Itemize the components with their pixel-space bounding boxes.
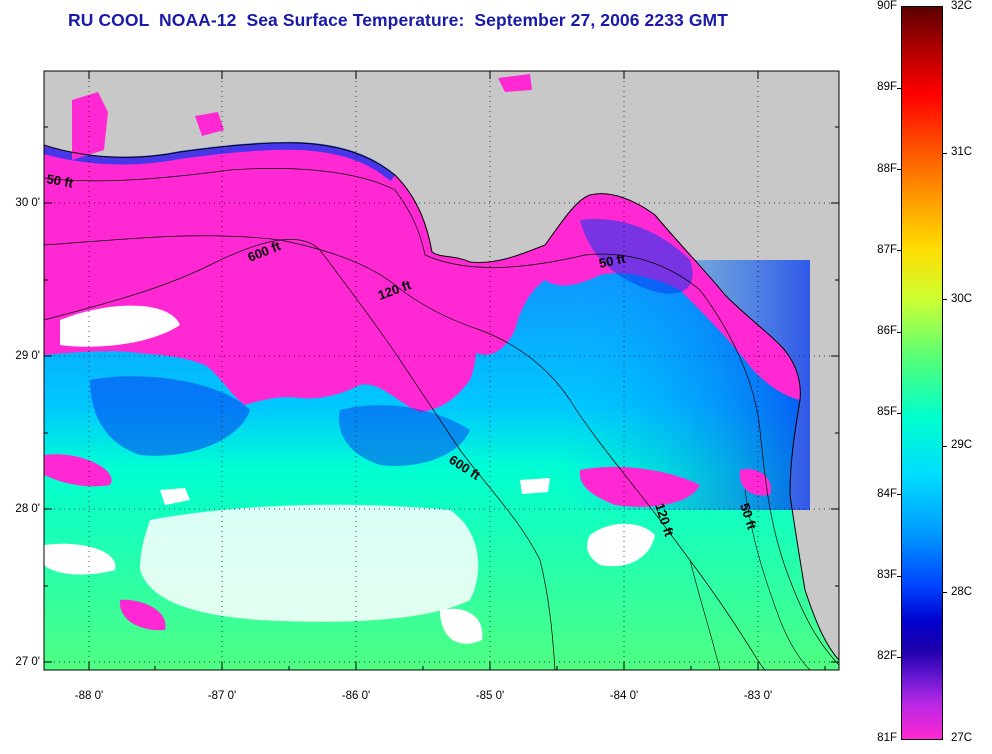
cool-band-northeast: [580, 219, 693, 294]
lon-label-83: -83 0': [743, 690, 773, 702]
colorbar-tick: [943, 592, 947, 593]
axis-ticks: [44, 71, 839, 670]
colorbar-tick: [943, 153, 947, 154]
c-label-29: 29C: [951, 439, 973, 451]
colorbar-tick: [897, 413, 901, 414]
f-label-82: 82F: [877, 650, 897, 662]
colorbar-tick: [897, 576, 901, 577]
contour-label-50ft-west: 50 ft: [45, 171, 75, 191]
cloud-patch-south: [140, 504, 479, 622]
f-label-90: 90F: [877, 0, 897, 12]
f-label-86: 86F: [877, 325, 897, 337]
colorbar-tick: [943, 446, 947, 447]
cloud-patch-east: [587, 523, 655, 567]
f-label-83: 83F: [877, 569, 897, 581]
colorbar-tick: [897, 657, 901, 658]
pink-bay-pensacola: [195, 112, 224, 136]
lat-label-27: 27 0': [15, 656, 40, 668]
warm-water-apalachee: [432, 245, 545, 355]
c-label-32: 32C: [951, 0, 973, 12]
contour-120ft: [44, 235, 766, 670]
cloud-speck-2: [520, 478, 550, 494]
contour-label-50ft-northeast: 50 ft: [598, 251, 628, 271]
cloud-patch-bottom: [440, 608, 483, 644]
pink-spot-north: [498, 74, 532, 92]
colorbar-tick: [897, 494, 901, 495]
pink-patch-southwest: [44, 454, 112, 487]
f-label-88: 88F: [877, 163, 897, 175]
lat-label-29: 29 0': [15, 350, 40, 362]
c-label-31: 31C: [951, 146, 973, 158]
cool-blob-center: [339, 405, 470, 466]
contour-600ft: [44, 239, 556, 670]
coastal-cool-strip: [44, 141, 396, 182]
warm-water-north: [44, 142, 477, 412]
sst-map: 50 ft 600 ft 120 ft 50 ft 600 ft 120 ft …: [43, 70, 840, 671]
f-label-87: 87F: [877, 244, 897, 256]
cloud-speck-1: [160, 488, 190, 505]
contour-50ft-east: [744, 489, 811, 670]
colorbar-tick: [897, 169, 901, 170]
colorbar-tick: [943, 299, 947, 300]
lat-label-30: 30 0': [15, 197, 40, 209]
lon-label-87: -87 0': [207, 690, 237, 702]
f-label-84: 84F: [877, 488, 897, 500]
lon-label-88: -88 0': [74, 690, 104, 702]
colorbar-tick: [897, 88, 901, 89]
pink-patch-south-1: [119, 599, 166, 631]
contour-50ft: [44, 168, 839, 666]
pink-patch-south-2: [579, 466, 700, 507]
contour-600ft-east: [689, 559, 721, 670]
c-label-27: 27C: [951, 732, 973, 744]
map-title: RU COOL NOAA-12 Sea Surface Temperature:…: [68, 10, 729, 30]
pink-patch-south-3: [739, 469, 771, 496]
c-label-28: 28C: [951, 586, 973, 598]
temperature-colorbar: [901, 6, 943, 740]
lon-label-85: -85 0': [475, 690, 505, 702]
colorbar-tick: [897, 250, 901, 251]
cool-blob-west: [90, 376, 250, 456]
f-label-89: 89F: [877, 81, 897, 93]
c-label-30: 30C: [951, 293, 973, 305]
map-frame: [43, 70, 840, 671]
cloud-patch-west: [60, 305, 180, 347]
lat-label-28: 28 0': [15, 503, 40, 515]
cloud-patch-southwest: [44, 543, 116, 575]
pink-bay-mobile: [72, 92, 108, 160]
colorbar-tick: [897, 332, 901, 333]
f-label-85: 85F: [877, 406, 897, 418]
lon-label-86: -86 0': [341, 690, 371, 702]
f-label-81: 81F: [877, 732, 897, 744]
coastline: [44, 142, 839, 661]
lon-label-84: -84 0': [609, 690, 639, 702]
